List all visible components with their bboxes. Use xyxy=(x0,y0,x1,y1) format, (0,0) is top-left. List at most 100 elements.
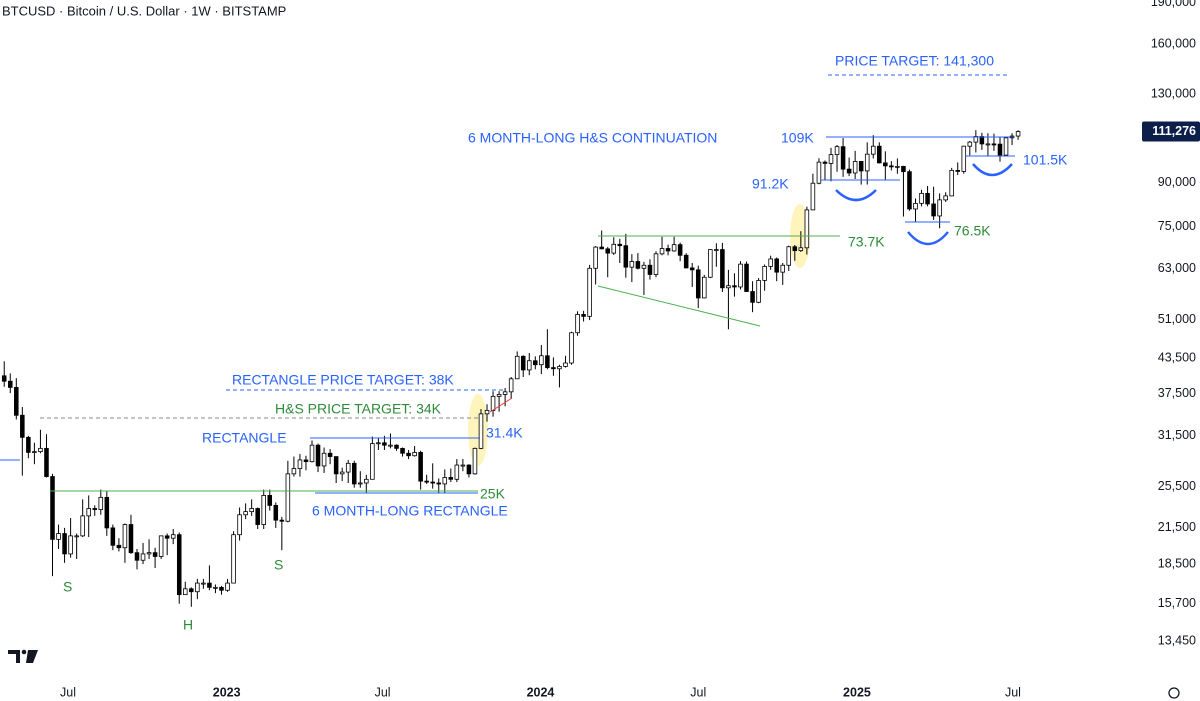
candle-body xyxy=(412,452,417,457)
candle-body xyxy=(370,443,375,480)
annotation: H&S PRICE TARGET: 34K xyxy=(275,401,442,417)
candle-body xyxy=(345,462,351,473)
candle-body xyxy=(738,263,743,288)
candle-body xyxy=(303,459,309,463)
candle-body xyxy=(436,482,442,485)
annotation: 91.2K xyxy=(752,176,789,192)
candle-body xyxy=(557,366,562,370)
candle-body xyxy=(309,444,315,463)
candle-body xyxy=(931,203,936,217)
candle-body xyxy=(641,264,647,269)
candle-body xyxy=(231,534,236,584)
candle-body xyxy=(726,285,731,289)
settings-icon[interactable] xyxy=(1168,687,1180,699)
y-tick-label: 160,000 xyxy=(1151,36,1196,50)
candle-body xyxy=(388,444,393,447)
y-tick-label: 15,700 xyxy=(1158,596,1196,610)
candle-body xyxy=(768,258,773,267)
candle-body xyxy=(569,332,574,364)
x-tick-label: Jul xyxy=(690,685,706,699)
y-tick-label: 51,000 xyxy=(1158,312,1196,326)
candle-body xyxy=(297,459,303,469)
candle-body xyxy=(122,524,128,549)
candle-body xyxy=(128,524,134,554)
last-price-box xyxy=(1142,121,1200,142)
candle-body xyxy=(828,154,834,164)
candle-body xyxy=(140,553,146,561)
candle-body xyxy=(617,243,623,247)
candle-body xyxy=(20,414,25,438)
candle-body xyxy=(937,199,942,217)
candle-body xyxy=(551,367,556,370)
candle-body xyxy=(68,535,73,555)
candle-body xyxy=(997,143,1003,156)
y-tick-label: 13,450 xyxy=(1158,633,1196,647)
candle-body xyxy=(219,586,224,591)
candle-body xyxy=(400,447,405,454)
annotation: 6 MONTH-LONG H&S CONTINUATION xyxy=(468,130,717,146)
candle-body xyxy=(834,146,840,156)
candle-body xyxy=(889,165,894,168)
candle-body xyxy=(364,478,369,484)
annotation: RECTANGLE PRICE TARGET: 38K xyxy=(232,372,454,388)
candle-body xyxy=(1003,137,1009,156)
candle-body xyxy=(653,253,659,275)
candle-body xyxy=(870,145,876,155)
candle-body xyxy=(514,355,520,380)
candle-body xyxy=(62,533,67,555)
candle-body xyxy=(520,355,526,371)
candle-body xyxy=(895,165,900,168)
candle-body xyxy=(98,496,104,510)
candle-body xyxy=(291,468,297,475)
axes: 190,000 160,000 130,000 90,000 75,000 63,000 5… xyxy=(60,0,1200,699)
candle-body xyxy=(822,161,828,164)
annotation: 25K xyxy=(480,486,506,502)
candle-body xyxy=(961,145,967,172)
candle-body xyxy=(840,146,846,170)
annotation: 6 MONTH-LONG RECTANGLE xyxy=(312,503,508,519)
candle-body xyxy=(732,285,737,288)
candle-body xyxy=(502,391,508,395)
candle-body xyxy=(207,582,212,588)
candle-body xyxy=(901,165,906,173)
annotation: S xyxy=(274,557,283,573)
candle-body xyxy=(448,477,454,480)
candle-body xyxy=(883,162,888,167)
candle-body xyxy=(164,535,170,539)
candle-body xyxy=(38,447,43,453)
candle-body xyxy=(358,482,363,485)
candle-body xyxy=(925,192,930,205)
candle-body xyxy=(913,202,918,210)
candle-body xyxy=(243,511,248,516)
highlight xyxy=(468,394,488,466)
logo-mark xyxy=(26,650,38,663)
candle-body xyxy=(526,360,532,371)
candle-body xyxy=(279,519,285,522)
annotation: 73.7K xyxy=(848,234,885,250)
annotations: PRICE TARGET: 141,300 6 MONTH-LONG H&S C… xyxy=(63,53,1068,633)
candle-body xyxy=(86,508,91,517)
arc xyxy=(835,189,877,202)
candle-body xyxy=(273,505,279,521)
arc xyxy=(972,163,1013,177)
candle-body xyxy=(50,476,55,540)
candle-body xyxy=(134,552,140,561)
candle-body xyxy=(189,588,194,593)
y-tick-label: 43,500 xyxy=(1158,350,1196,364)
candle-body xyxy=(333,456,339,475)
candle-body xyxy=(756,280,761,303)
candle-body xyxy=(858,161,864,172)
candle-body xyxy=(629,261,635,268)
candle-body xyxy=(478,413,484,449)
candle-body xyxy=(635,261,641,269)
trend-line xyxy=(489,397,513,413)
candle-body xyxy=(1,375,7,382)
candle-body xyxy=(74,535,79,538)
candle-body xyxy=(792,246,798,252)
candle-body xyxy=(14,387,19,416)
candle-body xyxy=(720,249,725,289)
candle-body xyxy=(846,168,852,174)
candle-body xyxy=(508,378,514,393)
candle-body xyxy=(786,246,792,266)
